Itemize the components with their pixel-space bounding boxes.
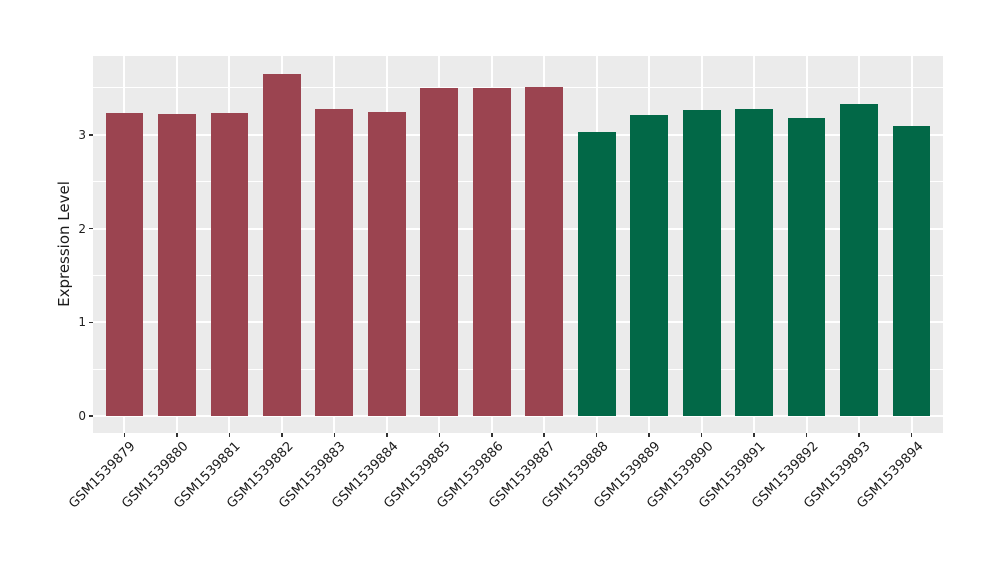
x-tick-mark bbox=[700, 433, 703, 437]
bar-GSM1539879 bbox=[105, 113, 144, 417]
minor-gridline bbox=[93, 368, 943, 370]
x-tick-mark bbox=[333, 433, 336, 437]
x-tick-label: GSM1539894 bbox=[853, 439, 927, 512]
x-tick-mark bbox=[123, 433, 126, 437]
x-tick-mark bbox=[491, 433, 493, 437]
x-tick-mark bbox=[753, 433, 755, 437]
bar-GSM1539883 bbox=[315, 108, 354, 417]
bar-GSM1539884 bbox=[367, 112, 406, 417]
x-tick-mark bbox=[595, 433, 598, 437]
y-tick-mark bbox=[89, 415, 93, 417]
bar-GSM1539888 bbox=[577, 131, 616, 417]
y-tick-label: 2 bbox=[78, 221, 86, 236]
y-tick-label: 1 bbox=[78, 315, 86, 330]
plot-panel bbox=[93, 56, 943, 433]
bar-GSM1539892 bbox=[787, 117, 826, 417]
x-tick-mark bbox=[543, 433, 545, 437]
y-tick-mark bbox=[89, 321, 93, 324]
bar-GSM1539886 bbox=[472, 87, 511, 417]
minor-gridline bbox=[93, 87, 943, 89]
minor-gridline bbox=[93, 274, 943, 276]
bar-GSM1539894 bbox=[892, 126, 931, 417]
major-gridline bbox=[93, 133, 943, 136]
bar-GSM1539890 bbox=[682, 110, 721, 417]
x-tick-mark bbox=[228, 433, 231, 437]
major-gridline bbox=[93, 227, 943, 230]
x-tick-mark bbox=[648, 433, 650, 437]
bar-GSM1539891 bbox=[735, 109, 773, 417]
y-tick-mark bbox=[89, 134, 93, 136]
x-tick-mark bbox=[805, 433, 808, 437]
bar-GSM1539885 bbox=[420, 87, 459, 417]
bar-GSM1539889 bbox=[630, 115, 669, 417]
bar-GSM1539887 bbox=[525, 86, 564, 417]
bar-GSM1539881 bbox=[210, 113, 249, 417]
x-tick-mark bbox=[386, 433, 388, 437]
y-tick-label: 0 bbox=[78, 409, 86, 424]
x-tick-mark bbox=[438, 433, 441, 437]
y-tick-mark bbox=[89, 227, 93, 230]
bar-GSM1539882 bbox=[263, 73, 301, 417]
x-tick-mark bbox=[910, 433, 913, 437]
major-gridline bbox=[93, 415, 943, 418]
y-tick-label: 3 bbox=[78, 127, 86, 142]
bar-GSM1539893 bbox=[840, 103, 878, 417]
y-axis-title: Expression Level bbox=[55, 181, 73, 307]
minor-gridline bbox=[93, 181, 943, 183]
x-tick-mark bbox=[858, 433, 860, 437]
major-gridline bbox=[93, 321, 943, 324]
x-tick-mark bbox=[281, 433, 283, 437]
x-tick-mark bbox=[176, 433, 178, 437]
bar-GSM1539880 bbox=[158, 114, 196, 417]
